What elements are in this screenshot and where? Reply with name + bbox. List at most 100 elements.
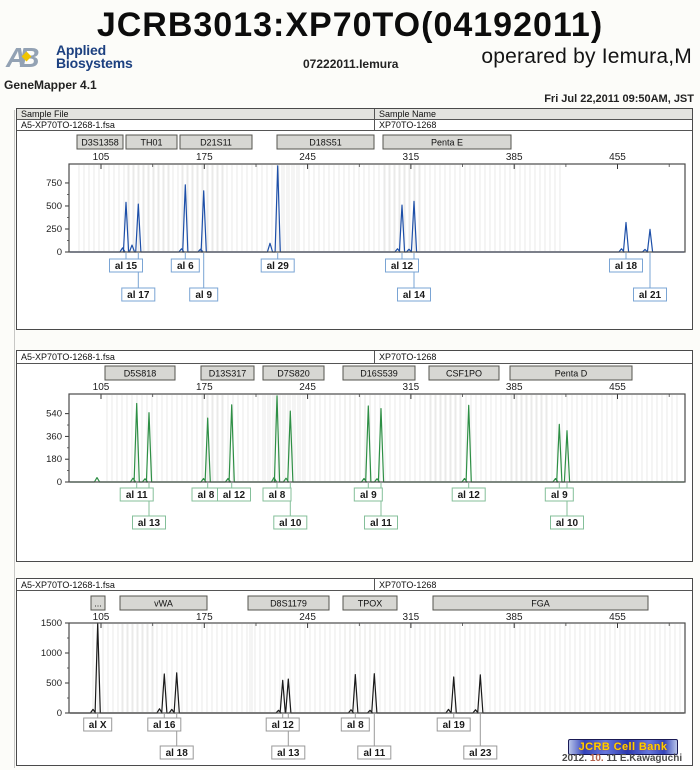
allele-label: al 16 bbox=[147, 717, 182, 732]
svg-text:250: 250 bbox=[46, 224, 62, 235]
svg-text:al 11: al 11 bbox=[370, 518, 392, 529]
svg-text:105: 105 bbox=[93, 152, 110, 163]
marker-box-PentaD: Penta D bbox=[509, 365, 633, 381]
allele-label: al 18 bbox=[609, 258, 643, 273]
allele-label: al 10 bbox=[273, 515, 308, 530]
svg-text:CSF1PO: CSF1PO bbox=[446, 369, 482, 379]
svg-text:385: 385 bbox=[506, 612, 523, 623]
marker-box-D18S51: D18S51 bbox=[276, 134, 375, 150]
x-axis: 105 175 245 315 385 455 bbox=[93, 152, 670, 169]
svg-text:al 9: al 9 bbox=[551, 490, 568, 501]
svg-text:315: 315 bbox=[403, 382, 420, 393]
y-axis: 540 360 180 0 bbox=[46, 409, 69, 488]
allele-label: al 15 bbox=[109, 258, 143, 273]
svg-text:315: 315 bbox=[403, 612, 420, 623]
sample-name-cell: XP70TO-1268 bbox=[379, 120, 437, 130]
sample-file-cell: A5-XP70TO-1268-1.fsa bbox=[17, 351, 375, 363]
stamp-date: 2012. 10. 11 E.Kawaguchi bbox=[562, 753, 683, 764]
allele-label: al 8 bbox=[191, 487, 221, 502]
allele-label: al 18 bbox=[159, 745, 194, 760]
scan-edge-line bbox=[14, 110, 15, 768]
allele-label: al 11 bbox=[364, 515, 398, 530]
allele-label: al 9 bbox=[189, 287, 219, 302]
svg-text:D5S818: D5S818 bbox=[124, 369, 157, 379]
marker-box-D5S818: D5S818 bbox=[104, 365, 176, 381]
marker-box-D7S820: D7S820 bbox=[262, 365, 325, 381]
svg-text:D16S539: D16S539 bbox=[360, 369, 398, 379]
svg-text:al 18: al 18 bbox=[166, 748, 189, 759]
allele-label: al 8 bbox=[262, 487, 292, 502]
svg-text:105: 105 bbox=[93, 612, 110, 623]
allele-label: al 23 bbox=[463, 745, 498, 760]
allele-label: al 9 bbox=[544, 487, 574, 502]
electropherogram-panel-2: A5-XP70TO-1268-1.fsa XP70TO-1268 D5S818 D13… bbox=[16, 350, 693, 562]
allele-label: al X bbox=[83, 717, 113, 732]
plot-border bbox=[68, 393, 686, 483]
allele-label: al 10 bbox=[550, 515, 584, 530]
svg-text:al 9: al 9 bbox=[195, 290, 212, 301]
svg-text:455: 455 bbox=[609, 382, 626, 393]
svg-text:al 12: al 12 bbox=[272, 720, 295, 731]
svg-text:al 13: al 13 bbox=[138, 518, 161, 529]
svg-text:al 8: al 8 bbox=[198, 490, 215, 501]
svg-text:al 13: al 13 bbox=[277, 748, 300, 759]
y-axis: 1500 1000 500 0 bbox=[41, 618, 69, 719]
sample-file-column-header: Sample File bbox=[17, 109, 375, 119]
marker-box-D21S11: D21S11 bbox=[179, 134, 253, 150]
svg-text:al 23: al 23 bbox=[469, 748, 492, 759]
allele-label: al 13 bbox=[271, 745, 306, 760]
svg-text:al 29: al 29 bbox=[267, 261, 290, 272]
svg-text:105: 105 bbox=[93, 382, 110, 393]
svg-text:385: 385 bbox=[506, 152, 523, 163]
svg-text:al 12: al 12 bbox=[223, 490, 246, 501]
print-datetime-label: Fri Jul 22,2011 09:50AM, JST bbox=[544, 93, 694, 105]
electropherogram-panel-3: A5-XP70TO-1268-1.fsa XP70TO-1268... vWA D8S… bbox=[16, 578, 693, 766]
ab-logo-icon: AB bbox=[6, 42, 40, 73]
svg-text:750: 750 bbox=[46, 178, 62, 189]
marker-box-CSF1PO: CSF1PO bbox=[428, 365, 500, 381]
svg-text:al 17: al 17 bbox=[127, 290, 150, 301]
sample-name-cell: XP70TO-1268 bbox=[379, 580, 437, 590]
svg-text:Penta D: Penta D bbox=[555, 369, 588, 379]
sample-file-cell: A5-XP70TO-1268-1.fsa bbox=[17, 120, 375, 130]
plot-background bbox=[69, 623, 685, 713]
svg-text:al 11: al 11 bbox=[126, 490, 148, 501]
svg-text:TPOX: TPOX bbox=[358, 599, 383, 609]
sample-name-column-header: Sample Name bbox=[379, 109, 437, 119]
svg-text:245: 245 bbox=[299, 152, 316, 163]
svg-text:0: 0 bbox=[57, 247, 62, 258]
allele-label: al 6 bbox=[170, 258, 200, 273]
svg-text:al 11: al 11 bbox=[363, 748, 385, 759]
sample-table-header-row: Sample File Sample Name bbox=[17, 109, 692, 120]
svg-text:FGA: FGA bbox=[531, 599, 550, 609]
sample-file-cell: A5-XP70TO-1268-1.fsa bbox=[17, 579, 375, 590]
sample-data-row: A5-XP70TO-1268-1.fsa XP70TO-1268 bbox=[17, 120, 692, 131]
panel-plot-svg: D3S1358 TH01 D21S11 D18S51 Penta E 105 175 245 3… bbox=[46, 134, 686, 302]
allele-label: al 12 bbox=[451, 487, 486, 502]
svg-text:al 16: al 16 bbox=[153, 720, 176, 731]
allele-label: al 13 bbox=[132, 515, 166, 530]
svg-text:al 12: al 12 bbox=[391, 261, 414, 272]
allele-label: al 12 bbox=[217, 487, 251, 502]
svg-text:al 8: al 8 bbox=[347, 720, 364, 731]
run-file-label: 07222011.Iemura bbox=[303, 57, 399, 71]
svg-text:Penta E: Penta E bbox=[431, 138, 463, 148]
jcrb-cell-bank-stamp: JCRB Cell Bank bbox=[568, 739, 678, 755]
svg-text:D8S1179: D8S1179 bbox=[270, 599, 307, 609]
svg-text:175: 175 bbox=[196, 382, 213, 393]
svg-text:al 6: al 6 bbox=[177, 261, 194, 272]
marker-box-FGA: FGA bbox=[432, 595, 649, 611]
svg-text:al 10: al 10 bbox=[556, 518, 579, 529]
allele-label: al 8 bbox=[340, 717, 370, 732]
svg-text:180: 180 bbox=[46, 454, 62, 465]
marker-box-D16S539: D16S539 bbox=[342, 365, 416, 381]
svg-text:500: 500 bbox=[46, 678, 62, 689]
marker-box-: ... bbox=[90, 595, 106, 611]
svg-text:1500: 1500 bbox=[41, 618, 62, 629]
svg-text:D3S1358: D3S1358 bbox=[81, 138, 119, 148]
svg-text:1000: 1000 bbox=[41, 648, 62, 659]
svg-text:175: 175 bbox=[196, 152, 213, 163]
svg-text:315: 315 bbox=[403, 152, 420, 163]
svg-text:D13S317: D13S317 bbox=[209, 369, 247, 379]
